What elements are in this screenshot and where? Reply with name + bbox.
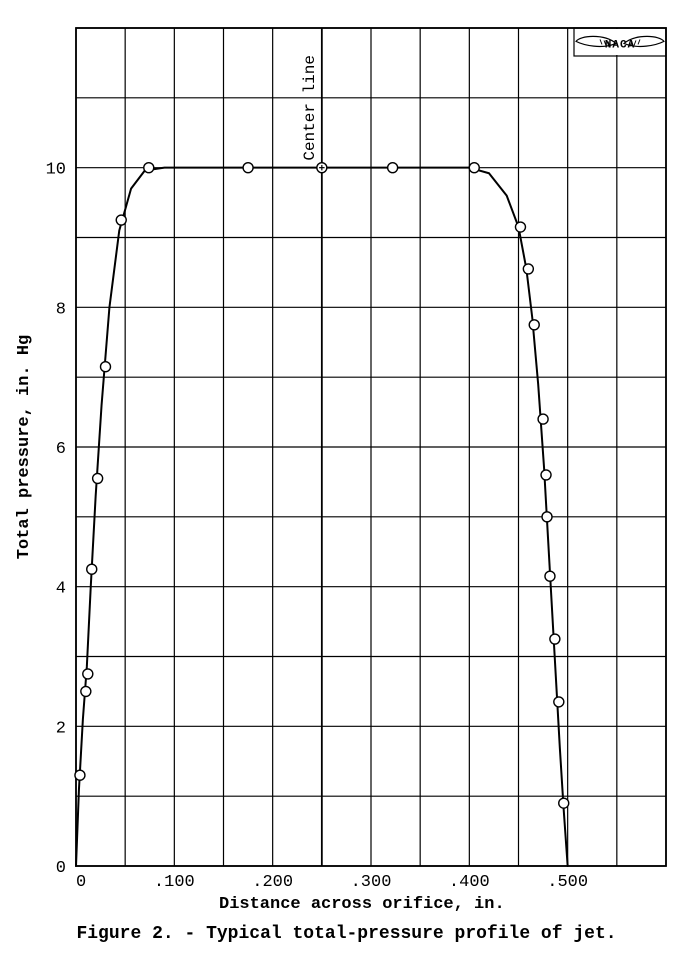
data-point xyxy=(545,571,555,581)
y-tick-label: 4 xyxy=(56,580,66,599)
data-point xyxy=(538,414,548,424)
x-tick-label: .300 xyxy=(351,873,392,892)
x-tick-label: .200 xyxy=(252,873,293,892)
data-point xyxy=(388,163,398,173)
naca-logo: NACA xyxy=(574,28,666,56)
y-tick-label: 10 xyxy=(46,161,66,180)
y-axis-label: Total pressure, in. Hg xyxy=(15,335,34,559)
data-point xyxy=(81,686,91,696)
data-point xyxy=(93,473,103,483)
data-point xyxy=(87,564,97,574)
data-point xyxy=(83,669,93,679)
x-tick-label: .500 xyxy=(547,873,588,892)
naca-logo-text: NACA xyxy=(605,39,635,51)
data-point xyxy=(243,163,253,173)
data-point xyxy=(529,320,539,330)
data-point xyxy=(542,512,552,522)
pressure-profile-chart: 0 .100 .200 .300 .400 .500 0 2 4 6 8 10 Distance acr… xyxy=(0,0,693,953)
x-axis-label: Distance across orifice, in. xyxy=(219,895,505,914)
center-marker xyxy=(317,163,327,173)
x-tick-label: .100 xyxy=(154,873,195,892)
x-tick-label: .400 xyxy=(449,873,490,892)
data-point xyxy=(101,362,111,372)
data-point xyxy=(515,222,525,232)
figure-caption: Figure 2. - Typical total-pressure profi… xyxy=(76,924,616,944)
chart-background xyxy=(0,0,693,953)
data-point xyxy=(559,798,569,808)
data-point xyxy=(550,634,560,644)
x-tick-label: 0 xyxy=(76,873,86,892)
data-point xyxy=(541,470,551,480)
y-tick-label: 6 xyxy=(56,440,66,459)
data-point xyxy=(554,697,564,707)
data-point xyxy=(144,163,154,173)
data-point xyxy=(116,215,126,225)
data-point xyxy=(469,163,479,173)
data-point xyxy=(523,264,533,274)
y-tick-label: 2 xyxy=(56,719,66,738)
y-tick-label: 8 xyxy=(56,300,66,319)
data-point xyxy=(75,770,85,780)
center-line-label: Center line xyxy=(301,55,319,161)
y-tick-label: 0 xyxy=(56,859,66,878)
